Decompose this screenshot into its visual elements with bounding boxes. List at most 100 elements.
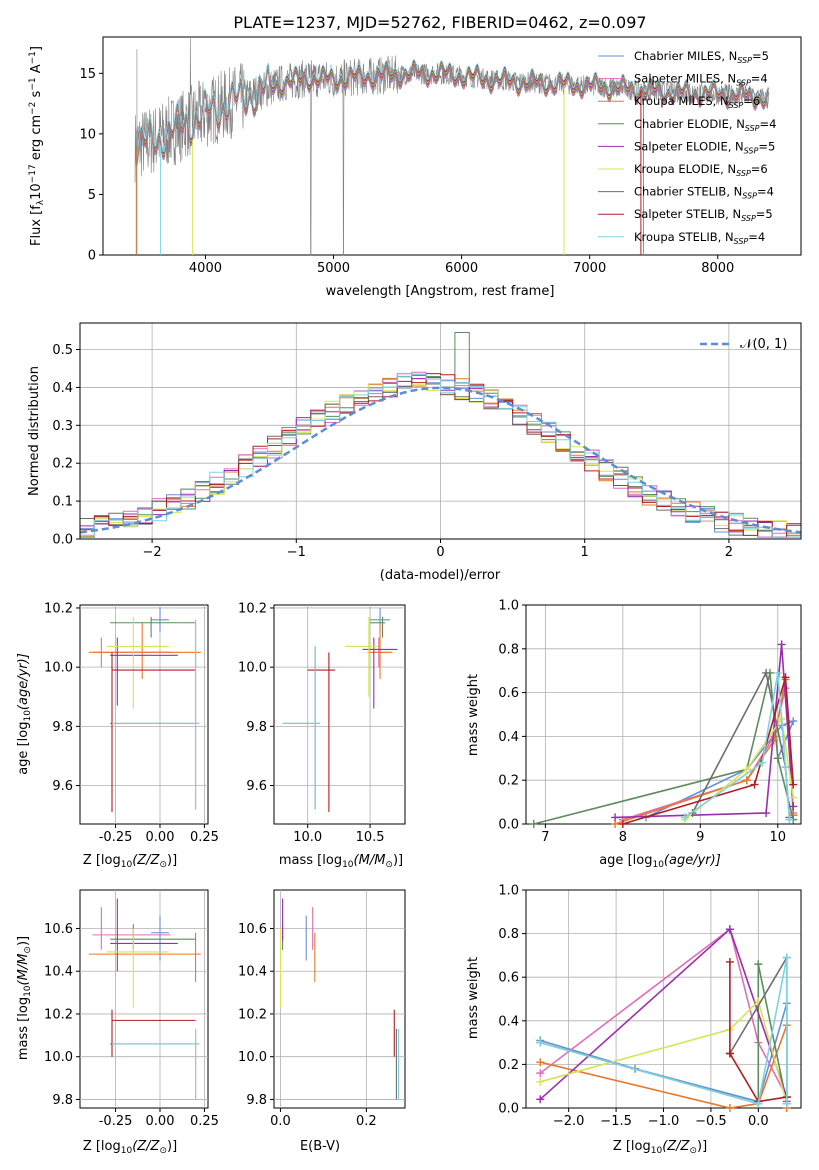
weight-vs-metallicity-plot: −2.0 −1.5 −1.0 −0.5 0.0 0.0 0.2 0.4 0.6 0.8 1.0 [498, 884, 802, 1129]
p4-xl-c: )] [393, 853, 403, 868]
mass-vs-ebv-xlabel: E(B-V) [300, 1139, 340, 1154]
p3-xl-sub: 10 [121, 860, 133, 870]
spectrum-panel: PLATE=1237, MJD=52762, FIBERID=0462, z=0… [28, 13, 802, 299]
residual-xtick-label: −1 [287, 545, 306, 560]
p3-ytick-label: 10.0 [44, 661, 73, 676]
p4-xl-sub2: ⊙ [385, 860, 393, 870]
spectrum-ytick-label: 10 [79, 127, 96, 142]
weight-vs-metallicity-panel: −2.0 −1.5 −1.0 −0.5 0.0 0.0 0.2 0.4 0.6 0.8 1.0 Z … [466, 884, 802, 1156]
legend-model-name: Kroupa MILES, [634, 94, 720, 108]
weight-marker [789, 780, 798, 789]
p7-ytick-label: 10.4 [238, 965, 267, 980]
age-vs-metallicity-panel: -0.25 0.00 0.259.69.810.010.2 Z [log10(Z/Z… [16, 601, 219, 870]
legend-n-value: =4 [757, 185, 774, 199]
weight-line [729, 961, 787, 1103]
p3-ytick-label: 10.2 [44, 601, 73, 616]
spectrum-axes: 4000 5000 6000 7000 8000 0 5 10 15 [79, 67, 734, 276]
age-vs-metallicity-xlabel: Z [log10(Z/Z⊙)] [83, 853, 177, 870]
p3-xtick-label: 0.00 [146, 830, 175, 845]
p3-yl-sub: 10 [23, 710, 33, 722]
residual-histograms [79, 332, 802, 538]
weight-marker [618, 820, 627, 828]
legend-n-sub: SSP [737, 56, 752, 65]
weight-marker [762, 809, 771, 818]
p5-frame [525, 604, 802, 825]
weight-marker [536, 1069, 545, 1078]
weight-marker [773, 754, 782, 763]
legend-n-sub: SSP [736, 79, 751, 88]
legend-n-sub: SSP [741, 214, 756, 223]
p8-xl-a: Z [log [613, 1139, 651, 1154]
legend-n-sub: SSP [734, 237, 749, 246]
p5-ytick-label: 0.4 [498, 730, 519, 745]
weight-vs-metallicity-xlabel: Z [log10(Z/Z⊙)] [613, 1139, 707, 1156]
p8-xl-sub2: ⊙ [689, 1146, 697, 1156]
p8-xtick-label: −2.0 [553, 1114, 585, 1129]
weight-marker [529, 820, 538, 828]
normal-distribution-curve [79, 386, 802, 534]
p8-frame [525, 889, 802, 1109]
weight-marker [782, 953, 791, 962]
p4-ytick-label: 9.6 [246, 779, 267, 794]
residual-histogram-step [80, 373, 801, 538]
p7-xtick-label: 0.2 [356, 1114, 377, 1129]
legend-entry: Chabrier MILES, NSSP=5 [634, 49, 769, 65]
p5-xtick-label: 10 [769, 830, 786, 845]
p7-frame [273, 889, 406, 1109]
p5-xtick-label: 7 [541, 830, 549, 845]
spectrum-xlabel: wavelength [Angstrom, rest frame] [326, 284, 555, 299]
legend-model-name: Kroupa STELIB, [634, 230, 725, 244]
weight-vs-age-ylabel: mass weight [466, 674, 481, 756]
age-vs-metallicity-plot: -0.25 0.00 0.25 9.6 9.8 10.0 10.2 [44, 601, 219, 845]
residual-ytick-label: 0.1 [52, 495, 73, 510]
mass-vs-metallicity-ylabel: mass [log10(M/M⊙)] [16, 936, 33, 1060]
legend-model-name: Chabrier ELODIE, [634, 117, 736, 131]
residual-xlabel: (data-model)/error [380, 568, 501, 583]
legend-n: N [725, 230, 734, 244]
weight-marker [725, 957, 734, 966]
legend-n-value: =5 [756, 207, 773, 221]
p4-ytick-label: 10.0 [238, 661, 267, 676]
p3-xl-sub2: ⊙ [159, 860, 167, 870]
legend-model-name: Salpeter ELODIE, [634, 139, 735, 153]
mass-vs-metallicity-panel: -0.25 0.00 0.259.810.010.210.410.6 Z [log1… [16, 889, 219, 1156]
p3-xl-c: )] [167, 853, 177, 868]
weight-line [539, 927, 788, 1098]
weight-marker [725, 1049, 734, 1058]
p4-xtick-label: 10.5 [356, 830, 385, 845]
weight-marker [725, 1104, 734, 1112]
p6-xl-a: Z [log [83, 1139, 121, 1154]
observed-spectrum-line [134, 36, 770, 256]
spectrum-ytick-label: 5 [88, 188, 96, 203]
p4-ytick-label: 9.8 [246, 720, 267, 735]
spectrum-xtick-label: 4000 [189, 261, 222, 276]
p4-xl-sub: 10 [342, 860, 354, 870]
spectrum-frame [102, 36, 802, 256]
p8-ytick-label: 0.6 [498, 971, 519, 986]
weight-marker [781, 673, 790, 682]
weight-marker [785, 815, 794, 824]
p6-yl-sub2: ⊙ [23, 946, 33, 954]
weight-marker [536, 1058, 545, 1067]
p3-yl-a: age [log [16, 722, 31, 775]
spectrum-ylabel-b: 10 [29, 183, 44, 200]
p3-frame [79, 604, 209, 825]
residual-ytick-label: 0.0 [52, 533, 73, 548]
p5-xl-a: age [log [599, 853, 652, 868]
legend-n-sub: SSP [729, 101, 744, 110]
spectrum-xtick-label: 5000 [317, 261, 350, 276]
legend-entry: Kroupa MILES, NSSP=6 [634, 94, 760, 110]
p3-xl-b: (Z/Z [132, 853, 160, 868]
weight-marker [762, 668, 771, 677]
weight-marker [754, 1099, 763, 1108]
weight-vs-metallicity-ylabel: mass weight [466, 957, 481, 1039]
spectrum-ylabel-f: ] [29, 46, 44, 51]
weight-marker [680, 813, 689, 822]
p8-ytick-label: 0.4 [498, 1014, 519, 1029]
weight-marker [789, 717, 798, 726]
legend-entry: Kroupa STELIB, NSSP=4 [634, 230, 765, 246]
p6-ytick-label: 10.2 [44, 1007, 73, 1022]
legend-n-sub: SSP [745, 124, 760, 133]
weight-line [684, 716, 795, 821]
